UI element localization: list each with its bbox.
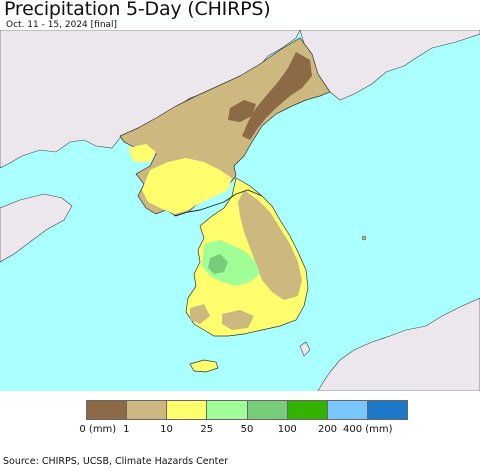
tsushima-island: [299, 341, 311, 357]
legend-swatch: [87, 401, 128, 419]
legend-swatch: [127, 401, 168, 419]
north-korea-coast-patch: [128, 144, 156, 162]
precipitation-map: [0, 30, 480, 391]
japan-islands: [317, 297, 480, 391]
legend-label: 0 (mm): [79, 424, 117, 435]
south-korea-tan-highlands: [238, 190, 302, 300]
legend-swatch: [367, 401, 407, 419]
legend-label: 50: [240, 424, 254, 435]
south-korea-wet-zone: [202, 240, 260, 286]
legend-swatch: [327, 401, 368, 419]
south-korea-wettest-patch: [208, 254, 228, 274]
legend-label: 200: [317, 424, 338, 435]
dmz-border: [173, 189, 263, 217]
legend-label: 10: [160, 424, 173, 435]
legend-swatch: [207, 401, 248, 419]
jeju-island: [189, 359, 219, 373]
south-korea-south-tan: [222, 310, 254, 330]
north-korea-dry-ridge: [228, 100, 256, 122]
date-range-subtitle: Oct. 11 - 15, 2024 [final]: [6, 20, 118, 30]
legend-color-scale: [86, 400, 408, 420]
legend-label: 1: [123, 424, 130, 435]
data-source-credit: Source: CHIRPS, UCSB, Climate Hazards Ce…: [3, 456, 229, 467]
map-title: Precipitation 5-Day (CHIRPS): [4, 0, 271, 20]
shandong-peninsula: [0, 193, 73, 263]
precipitation-legend: 0 (mm) 1 10 25 50 100 200 400 (mm): [79, 400, 408, 435]
legend-label: 400 (mm): [342, 424, 393, 435]
north-korea-yellow-zone: [142, 158, 232, 214]
legend-label: 25: [200, 424, 214, 435]
legend-swatch: [167, 401, 208, 419]
legend-swatch: [287, 401, 328, 419]
legend-swatch: [247, 401, 288, 419]
legend-label: 100: [277, 424, 297, 435]
legend-labels: 0 (mm) 1 10 25 50 100 200 400 (mm): [79, 424, 408, 438]
south-korea-southwest-tan: [190, 304, 210, 324]
north-korea-dry-highlands: [242, 52, 312, 140]
ulleung-island: [361, 235, 367, 241]
